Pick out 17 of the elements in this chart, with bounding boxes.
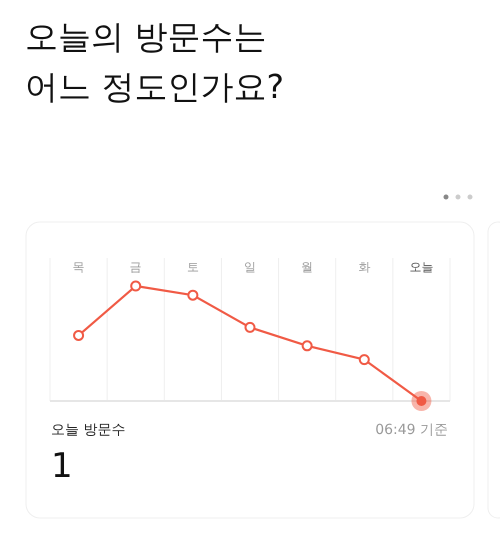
- x-tick-label: 금: [130, 260, 142, 274]
- point: [130, 280, 142, 292]
- x-tick-label: 토: [186, 260, 199, 274]
- point: [358, 354, 370, 366]
- point: [302, 340, 313, 352]
- x-tick-label: 일: [244, 260, 256, 274]
- x-tick-label: 오늘: [409, 260, 434, 274]
- x-tick-label: 월: [301, 260, 314, 274]
- x-tick-label: 화: [358, 260, 370, 274]
- chart-title: 오늘의 방문수는 어느 정도인가요?: [25, 17, 284, 106]
- text: 오늘 방문수: [51, 422, 126, 438]
- point: [187, 290, 198, 301]
- text: 06:49 기준: [375, 422, 448, 438]
- point: [73, 330, 84, 341]
- x-tick-label: 목: [72, 260, 85, 274]
- point: [244, 322, 256, 333]
- text: 1: [51, 446, 73, 486]
